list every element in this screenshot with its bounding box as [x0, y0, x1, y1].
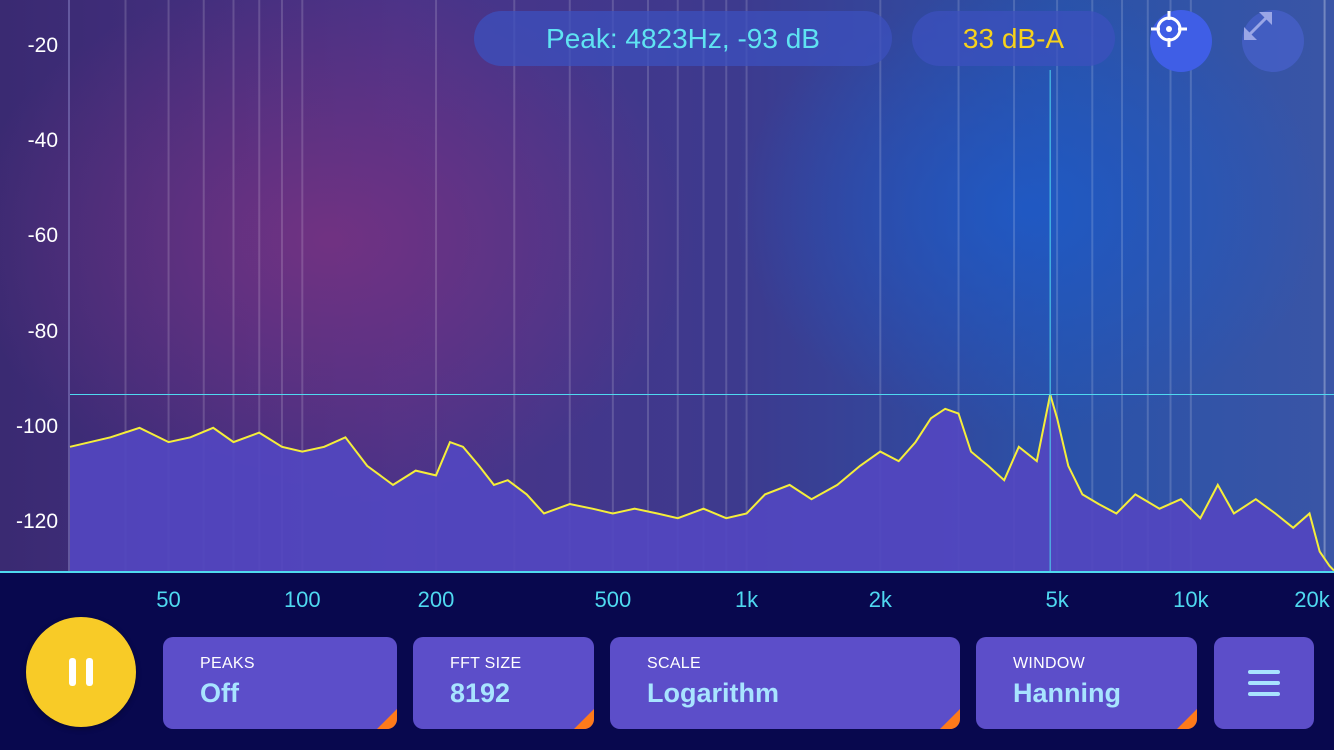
peaks-control[interactable]: PEAKS Off — [163, 637, 397, 729]
peaks-control-title: PEAKS — [200, 655, 255, 672]
y-tick-label: -60 — [27, 224, 58, 248]
spectrum-line — [69, 394, 1334, 572]
pause-button[interactable] — [26, 617, 136, 727]
level-readout-text: 33 dB-A — [962, 22, 1065, 54]
x-tick-label: 20k — [1294, 587, 1330, 612]
peak-readout: Peak: 4823Hz, -93 dB — [474, 11, 892, 66]
window-control[interactable]: WINDOW Hanning — [976, 637, 1197, 729]
x-tick-label: 1k — [734, 587, 759, 612]
x-tick-label: 2k — [868, 587, 892, 612]
dropdown-corner-icon — [940, 709, 960, 729]
hamburger-menu-icon — [1248, 670, 1280, 696]
fft-size-control[interactable]: FFT SIZE 8192 — [413, 637, 594, 729]
crosshair-button[interactable] — [1150, 10, 1212, 72]
window-control-value: Hanning — [1013, 678, 1121, 708]
y-tick-label: -100 — [15, 414, 58, 438]
dropdown-corner-icon — [377, 709, 397, 729]
y-tick-label: -40 — [27, 129, 58, 153]
y-tick-label: -120 — [15, 510, 58, 533]
expand-icon — [1244, 12, 1272, 40]
x-tick-label: 5k — [1045, 587, 1069, 612]
fft-size-control-value: 8192 — [450, 678, 511, 708]
scale-control-title: SCALE — [647, 655, 701, 672]
fft-size-control-title: FFT SIZE — [450, 655, 522, 672]
x-tick-label: 500 — [594, 587, 632, 612]
menu-button[interactable] — [1214, 637, 1314, 729]
y-tick-label: -20 — [27, 34, 58, 57]
spectrum-plot[interactable]: Peak: 4823Hz, -93 dB 33 dB-A — [0, 0, 1334, 573]
pause-icon — [69, 658, 93, 686]
y-tick-label: -80 — [27, 319, 58, 343]
spectrum-area — [70, 394, 1334, 572]
level-readout: 33 dB-A — [912, 11, 1115, 66]
spectrum-chart — [0, 0, 1334, 573]
dropdown-corner-icon — [574, 709, 594, 729]
frequency-grid — [124, 0, 1326, 572]
x-tick-label: 200 — [417, 587, 455, 612]
x-tick-label: 50 — [156, 587, 181, 612]
peaks-control-value: Off — [200, 678, 239, 708]
dropdown-corner-icon — [1177, 709, 1197, 729]
peak-readout-text: Peak: 4823Hz, -93 dB — [546, 22, 820, 54]
scale-control-value: Logarithm — [647, 678, 779, 708]
window-control-title: WINDOW — [1013, 655, 1086, 672]
scale-control[interactable]: SCALE Logarithm — [610, 637, 960, 729]
fullscreen-button[interactable] — [1242, 10, 1304, 72]
crosshair-icon — [1151, 11, 1187, 47]
x-tick-label: 100 — [283, 587, 321, 612]
x-tick-label: 10k — [1173, 587, 1209, 612]
